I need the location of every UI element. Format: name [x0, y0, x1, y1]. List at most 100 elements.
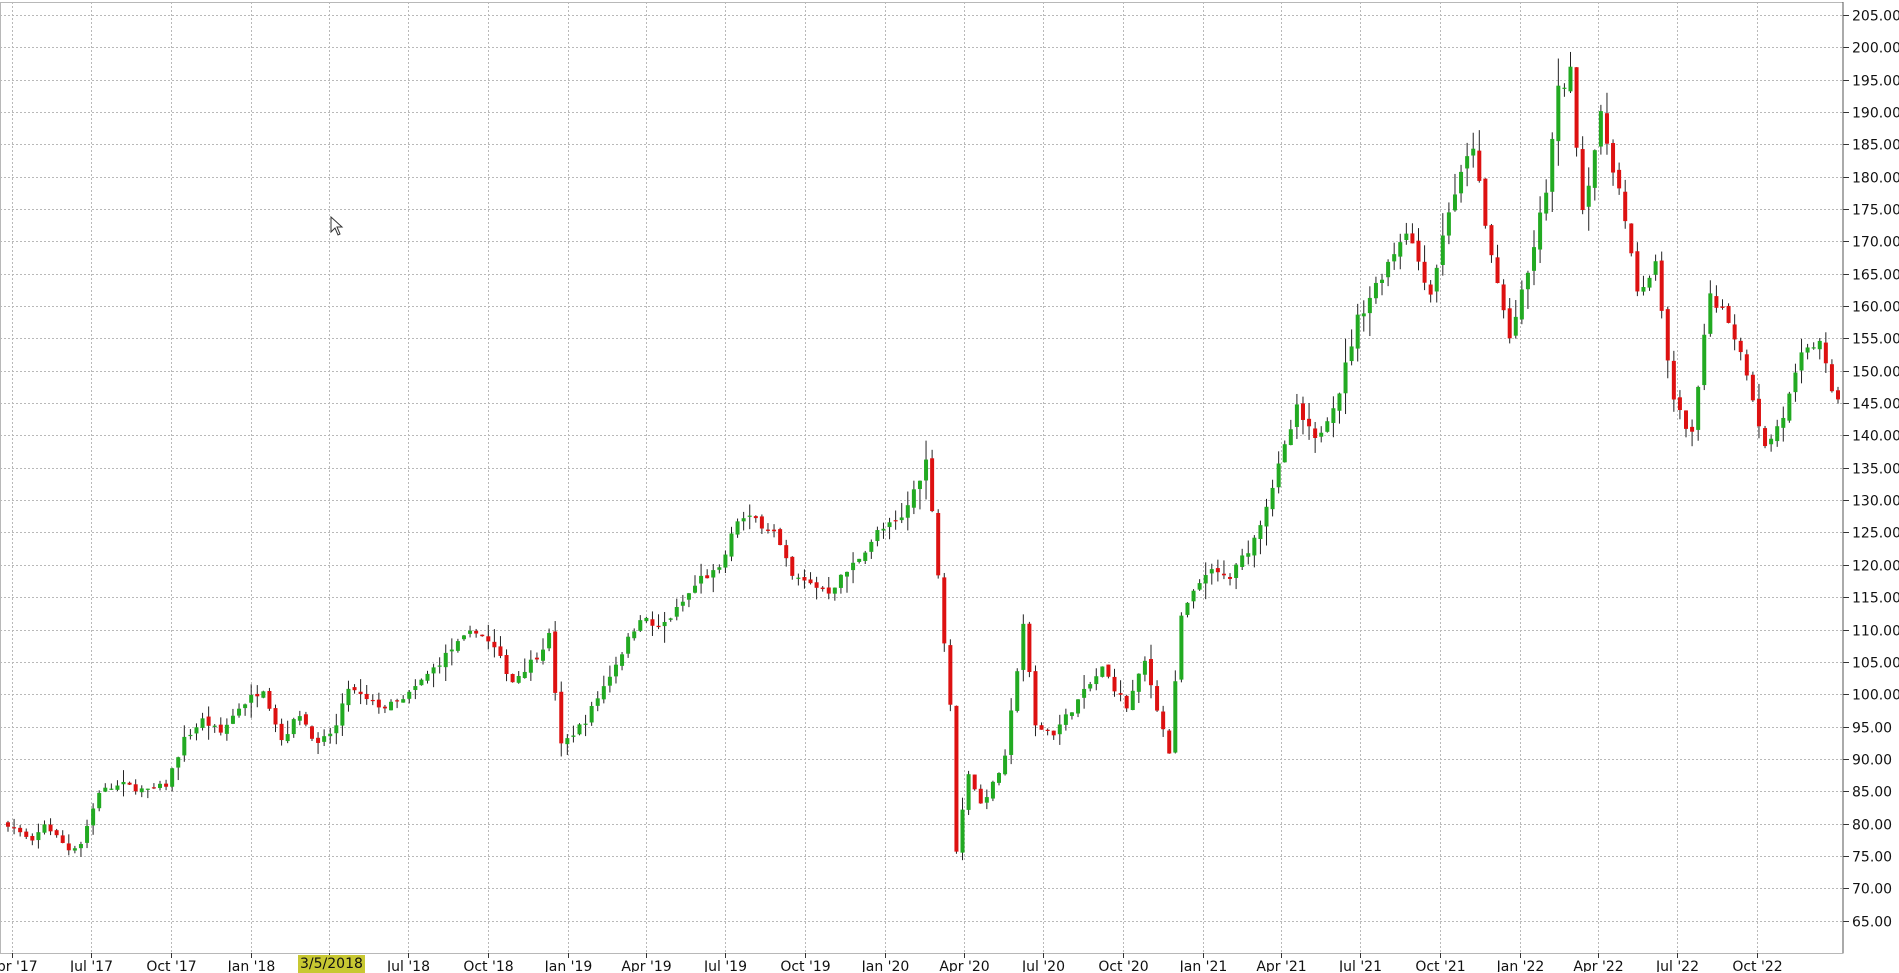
candle-body [1659, 260, 1664, 311]
candle [1221, 560, 1226, 580]
candle-body [1398, 242, 1403, 257]
x-tick-label: Oct '18 [463, 959, 513, 972]
candle [328, 727, 333, 744]
candle [1465, 142, 1470, 187]
candle [1708, 280, 1713, 337]
y-tick-label: 115.00 [1852, 591, 1899, 607]
candle [1252, 535, 1257, 568]
candle [279, 718, 284, 746]
candle [24, 828, 29, 840]
candle-body [1045, 729, 1050, 731]
candle [1380, 273, 1385, 296]
candle-body [261, 691, 266, 698]
y-tick-label: 185.00 [1852, 138, 1899, 154]
candle-body [1483, 178, 1488, 226]
candle-body [948, 645, 953, 705]
candle-body [1580, 149, 1585, 211]
candle-body [474, 630, 479, 634]
candle [632, 628, 637, 641]
candle [151, 783, 156, 790]
candle-body [990, 781, 995, 799]
candle [1459, 164, 1464, 203]
candle [1039, 722, 1044, 730]
candle-body [370, 699, 375, 702]
y-tick-label: 200.00 [1852, 41, 1899, 57]
candle [607, 665, 612, 693]
y-axis[interactable]: 205.00 200.00 195.00 190.00 185.00 180.00 175.… [1842, 2, 1899, 953]
candle [1215, 559, 1220, 582]
candle-body [1787, 393, 1792, 421]
candle-body [322, 736, 327, 742]
candle-body [638, 620, 643, 631]
candle [1319, 426, 1324, 443]
candle-body [826, 587, 831, 594]
candle-body [1021, 623, 1026, 670]
y-tick-label: 100.00 [1852, 688, 1899, 704]
candle [504, 649, 509, 682]
candle [1763, 425, 1768, 449]
candle-body [188, 734, 193, 737]
candle-body [1221, 573, 1226, 576]
candle-body [680, 601, 685, 606]
candle [516, 671, 521, 684]
candle-body [911, 489, 916, 508]
candle-body [486, 636, 491, 642]
candle [547, 628, 552, 652]
candle [382, 704, 387, 714]
candle [1282, 440, 1287, 463]
candle [1793, 363, 1798, 402]
candle-body [145, 788, 150, 790]
candle [668, 617, 673, 622]
candle-body [449, 649, 454, 652]
candle-body [1811, 347, 1816, 349]
candle-body [1142, 660, 1147, 675]
x-tick-label: Jul '19 [703, 959, 747, 972]
candle [601, 675, 606, 704]
candle [103, 783, 108, 793]
candle-body [1057, 724, 1062, 735]
candle [1690, 419, 1695, 447]
candle [924, 440, 929, 500]
candle-body [589, 706, 594, 723]
y-tick-label: 190.00 [1852, 106, 1899, 122]
candle-body [1720, 306, 1725, 308]
candle-body [237, 708, 242, 716]
candle-body [693, 585, 698, 593]
candle [1130, 679, 1135, 711]
candle-body [1562, 87, 1567, 89]
candle [820, 586, 825, 592]
candle-body [1550, 138, 1555, 192]
candle [1665, 306, 1670, 379]
candle [917, 480, 922, 510]
candle-body [1775, 426, 1780, 442]
candle [395, 698, 400, 709]
candle-body [814, 582, 819, 588]
candlesticks [6, 51, 1840, 861]
candle-body [802, 577, 807, 581]
y-tick-label: 120.00 [1852, 559, 1899, 575]
candle-body [644, 617, 649, 622]
candle-body [498, 646, 503, 656]
candle-body [1641, 287, 1646, 292]
candle [1203, 562, 1208, 600]
candle-body [1452, 194, 1457, 211]
candle-body [1161, 711, 1166, 730]
candle [869, 539, 874, 559]
candle-body [626, 636, 631, 654]
candle-body [534, 657, 539, 660]
candle-body [376, 699, 381, 708]
candle-body [820, 587, 825, 590]
candle [1696, 385, 1701, 441]
candle [1015, 668, 1020, 713]
candle-body [1063, 714, 1068, 725]
candle-body [1507, 308, 1512, 339]
candle [802, 569, 807, 589]
candle [796, 573, 801, 586]
candle-body [1653, 261, 1658, 275]
candle-body [1386, 261, 1391, 278]
candle [54, 828, 59, 838]
candle [905, 491, 910, 531]
